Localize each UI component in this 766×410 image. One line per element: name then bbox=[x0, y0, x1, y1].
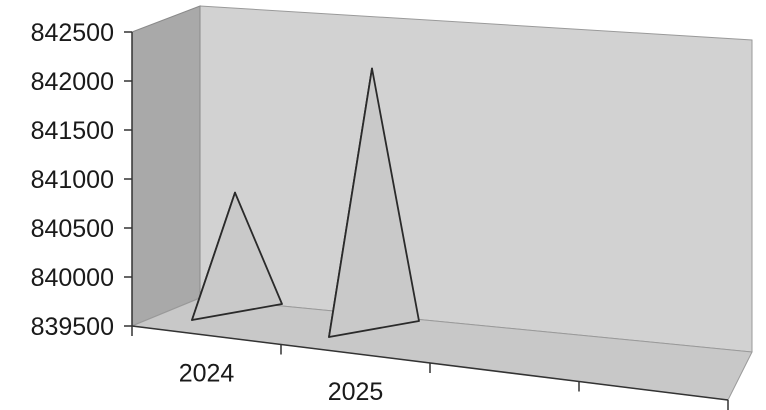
pyramid-face-right bbox=[191, 191, 283, 321]
chart-marks bbox=[191, 67, 420, 338]
y-tick-label: 842500 bbox=[31, 19, 114, 47]
x-axis: 2024 2025 bbox=[131, 325, 729, 410]
y-tick-label: 841000 bbox=[31, 166, 114, 194]
y-tick-label: 842000 bbox=[31, 68, 114, 96]
y-axis: 842500 842000 841500 841000 840500 840000 8395… bbox=[31, 19, 133, 341]
x-tick-label: 2025 bbox=[328, 378, 384, 406]
y-tick-label: 841500 bbox=[31, 117, 114, 145]
y-tick-label: 840500 bbox=[31, 215, 114, 243]
back-wall bbox=[199, 5, 753, 353]
pyramid-bar bbox=[328, 67, 420, 338]
x-tick-label: 2024 bbox=[179, 359, 235, 387]
side-wall bbox=[131, 5, 201, 327]
pyramid-face-right bbox=[328, 67, 420, 338]
pyramid-bar bbox=[191, 191, 283, 321]
y-tick-label: 840000 bbox=[31, 264, 114, 292]
chart-walls bbox=[130, 5, 753, 401]
y-tick-label: 839500 bbox=[31, 313, 114, 341]
